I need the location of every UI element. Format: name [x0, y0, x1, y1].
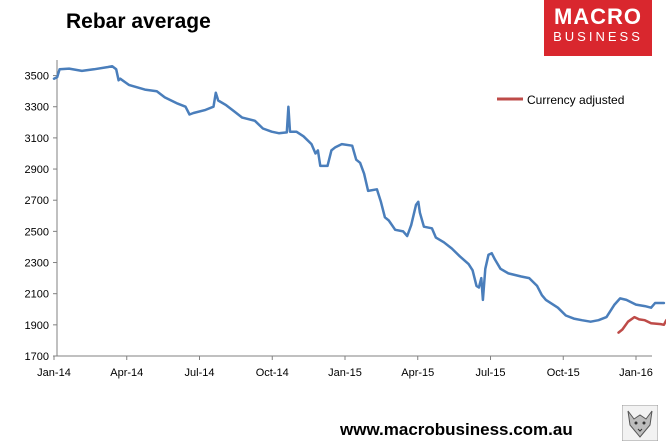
chart-axes: 1700 1900 2100 2300 2500 2700 2900 3100 3300 3500…	[25, 60, 653, 379]
chart-lines	[52, 64, 666, 334]
y-tick-label: 2700	[25, 195, 49, 207]
macro-business-logo: MACRO BUSINESS	[544, 0, 652, 56]
y-tick-label: 1900	[25, 320, 49, 332]
x-tick-label: Jan-15	[328, 367, 362, 379]
y-tick-label: 2500	[25, 226, 49, 238]
y-tick-label: 3100	[25, 133, 49, 145]
x-tick-label: Apr-15	[401, 367, 434, 379]
fox-logo-icon	[622, 405, 658, 441]
x-tick-label: Jul-14	[185, 367, 215, 379]
y-tick-label: 2300	[25, 258, 49, 270]
series-line-currency-adjusted	[617, 315, 666, 334]
y-tick-label: 2100	[25, 289, 49, 301]
footer-url: www.macrobusiness.com.au	[340, 420, 573, 439]
y-tick-label: 1700	[25, 351, 49, 363]
series-line-rebar	[52, 64, 666, 323]
x-tick-label: Jul-15	[476, 367, 506, 379]
x-tick-label: Oct-15	[547, 367, 580, 379]
chart-title: Rebar average	[66, 10, 211, 33]
logo-line-2: BUSINESS	[553, 29, 643, 44]
x-tick-label: Jan-14	[37, 367, 71, 379]
chart-legend: Currency adjusted	[497, 93, 624, 107]
y-tick-label: 2900	[25, 164, 49, 176]
y-tick-label: 3500	[25, 71, 49, 83]
y-tick-label: 3300	[25, 102, 49, 114]
x-tick-label: Apr-14	[110, 367, 143, 379]
x-tick-label: Oct-14	[256, 367, 289, 379]
legend-label-currency-adjusted: Currency adjusted	[527, 93, 624, 107]
logo-line-1: MACRO	[553, 4, 643, 29]
x-tick-label: Jan-16	[619, 367, 653, 379]
